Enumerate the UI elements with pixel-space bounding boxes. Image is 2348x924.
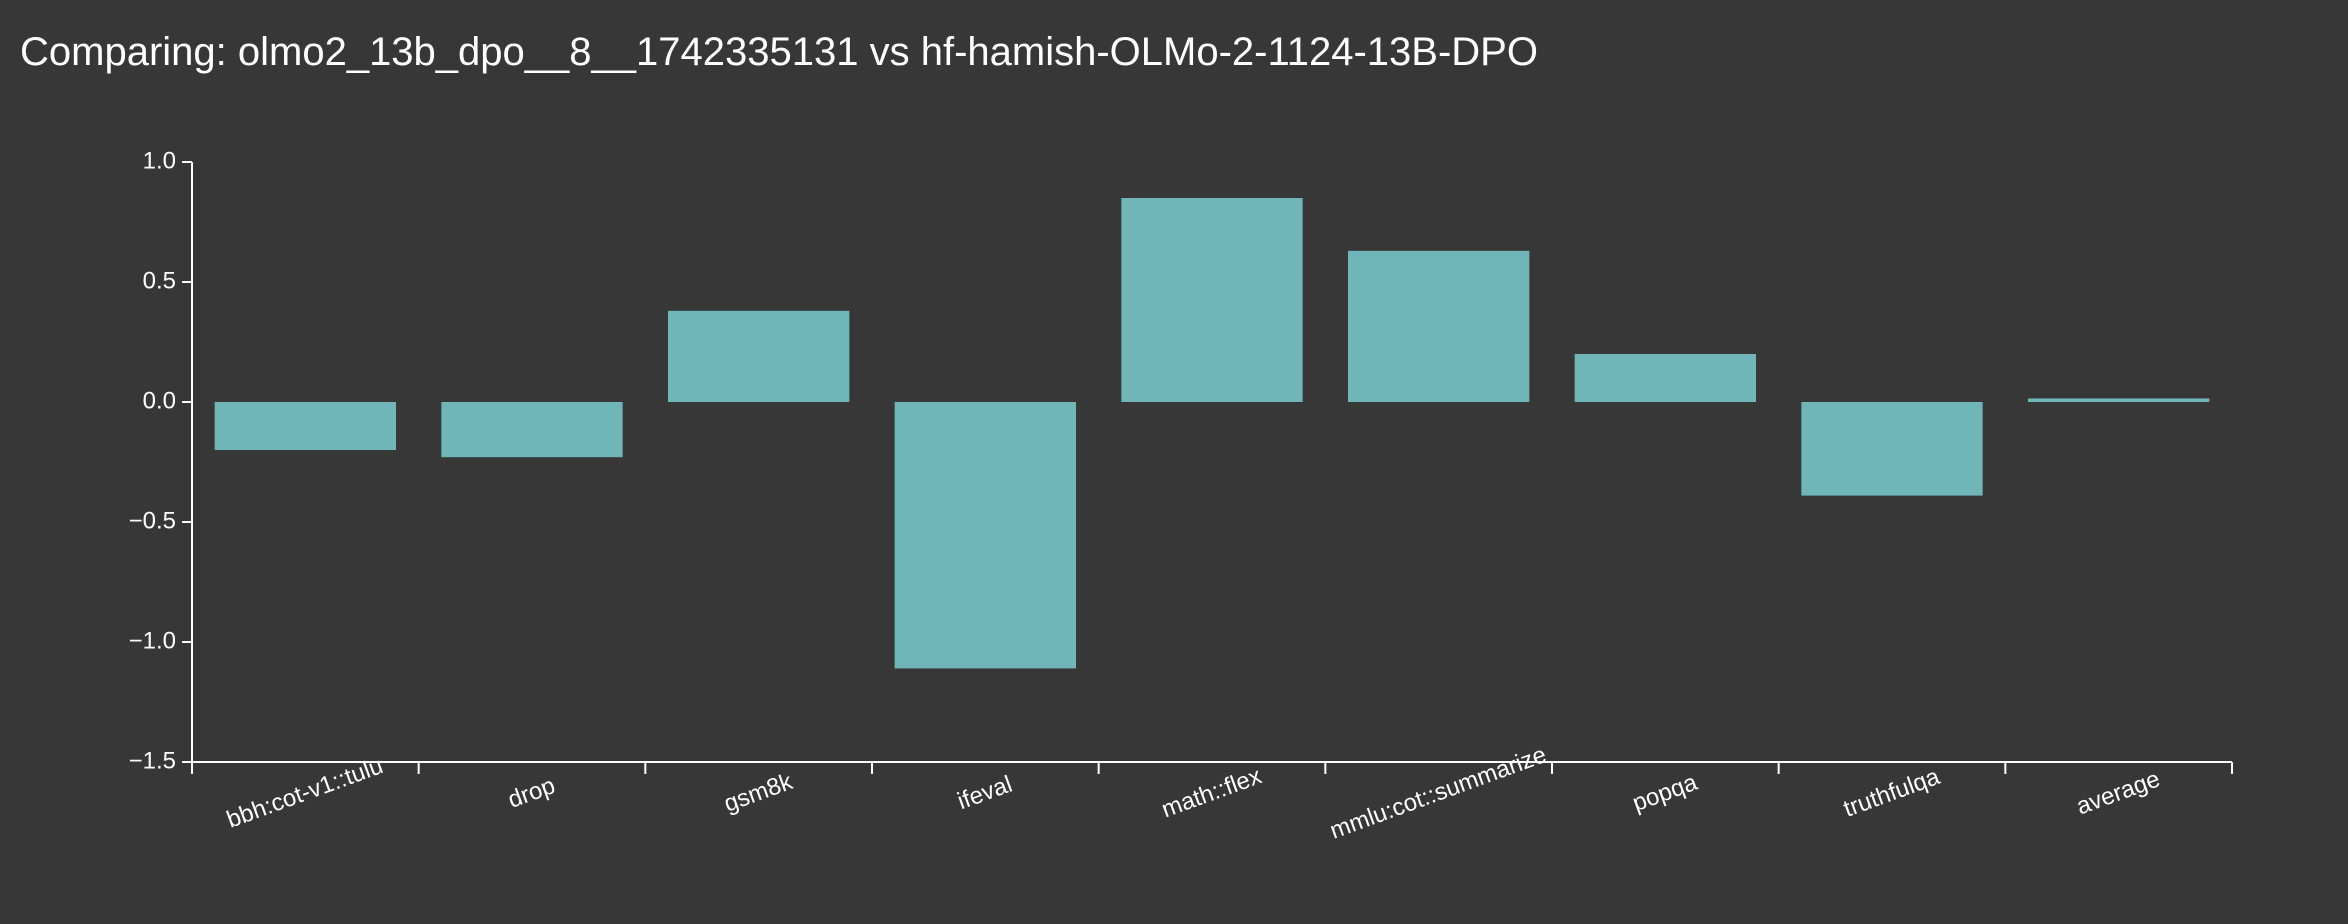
x-tick-label: bbh:cot-v1::tulu	[223, 752, 386, 834]
bar-drop	[441, 402, 623, 458]
y-tick-label: 0.5	[143, 267, 176, 294]
y-tick-label: −1.0	[129, 627, 176, 654]
y-tick-label: 1.0	[143, 147, 176, 174]
x-tick-label: gsm8k	[720, 768, 797, 818]
bar-truthfulqa	[1801, 402, 1983, 496]
page-title: Comparing: olmo2_13b_dpo__8__1742335131 …	[20, 30, 1538, 74]
bar-popqa	[1574, 354, 1756, 402]
y-tick-label: −0.5	[129, 507, 176, 534]
x-tick-label: truthfulqa	[1840, 763, 1944, 823]
y-tick-label: −1.5	[129, 747, 176, 774]
x-tick-label: ifeval	[954, 771, 1016, 816]
bar-gsm8k	[668, 310, 850, 402]
bars	[214, 198, 2210, 669]
y-tick-label: 0.0	[143, 387, 176, 414]
y-axis: 1.0 0.5 0.0 −0.5 −1.0 −1.5	[129, 147, 193, 774]
bar-average	[2028, 398, 2210, 402]
x-tick-label: mmlu:cot::summarize	[1327, 741, 1551, 844]
bar-ifeval	[894, 402, 1076, 669]
x-axis: bbh:cot-v1::tulu drop gsm8k ifeval math::fle…	[191, 741, 2233, 845]
x-tick-label: drop	[504, 772, 558, 814]
x-tick-label: average	[2073, 765, 2164, 820]
x-tick-label: math::flex	[1158, 762, 1265, 823]
x-tick-label: popqa	[1629, 769, 1702, 817]
bar-bbh-cot-v1-tulu	[214, 402, 396, 450]
bar-math-flex	[1121, 198, 1303, 402]
bar-mmlu-cot-summarize	[1348, 250, 1530, 402]
